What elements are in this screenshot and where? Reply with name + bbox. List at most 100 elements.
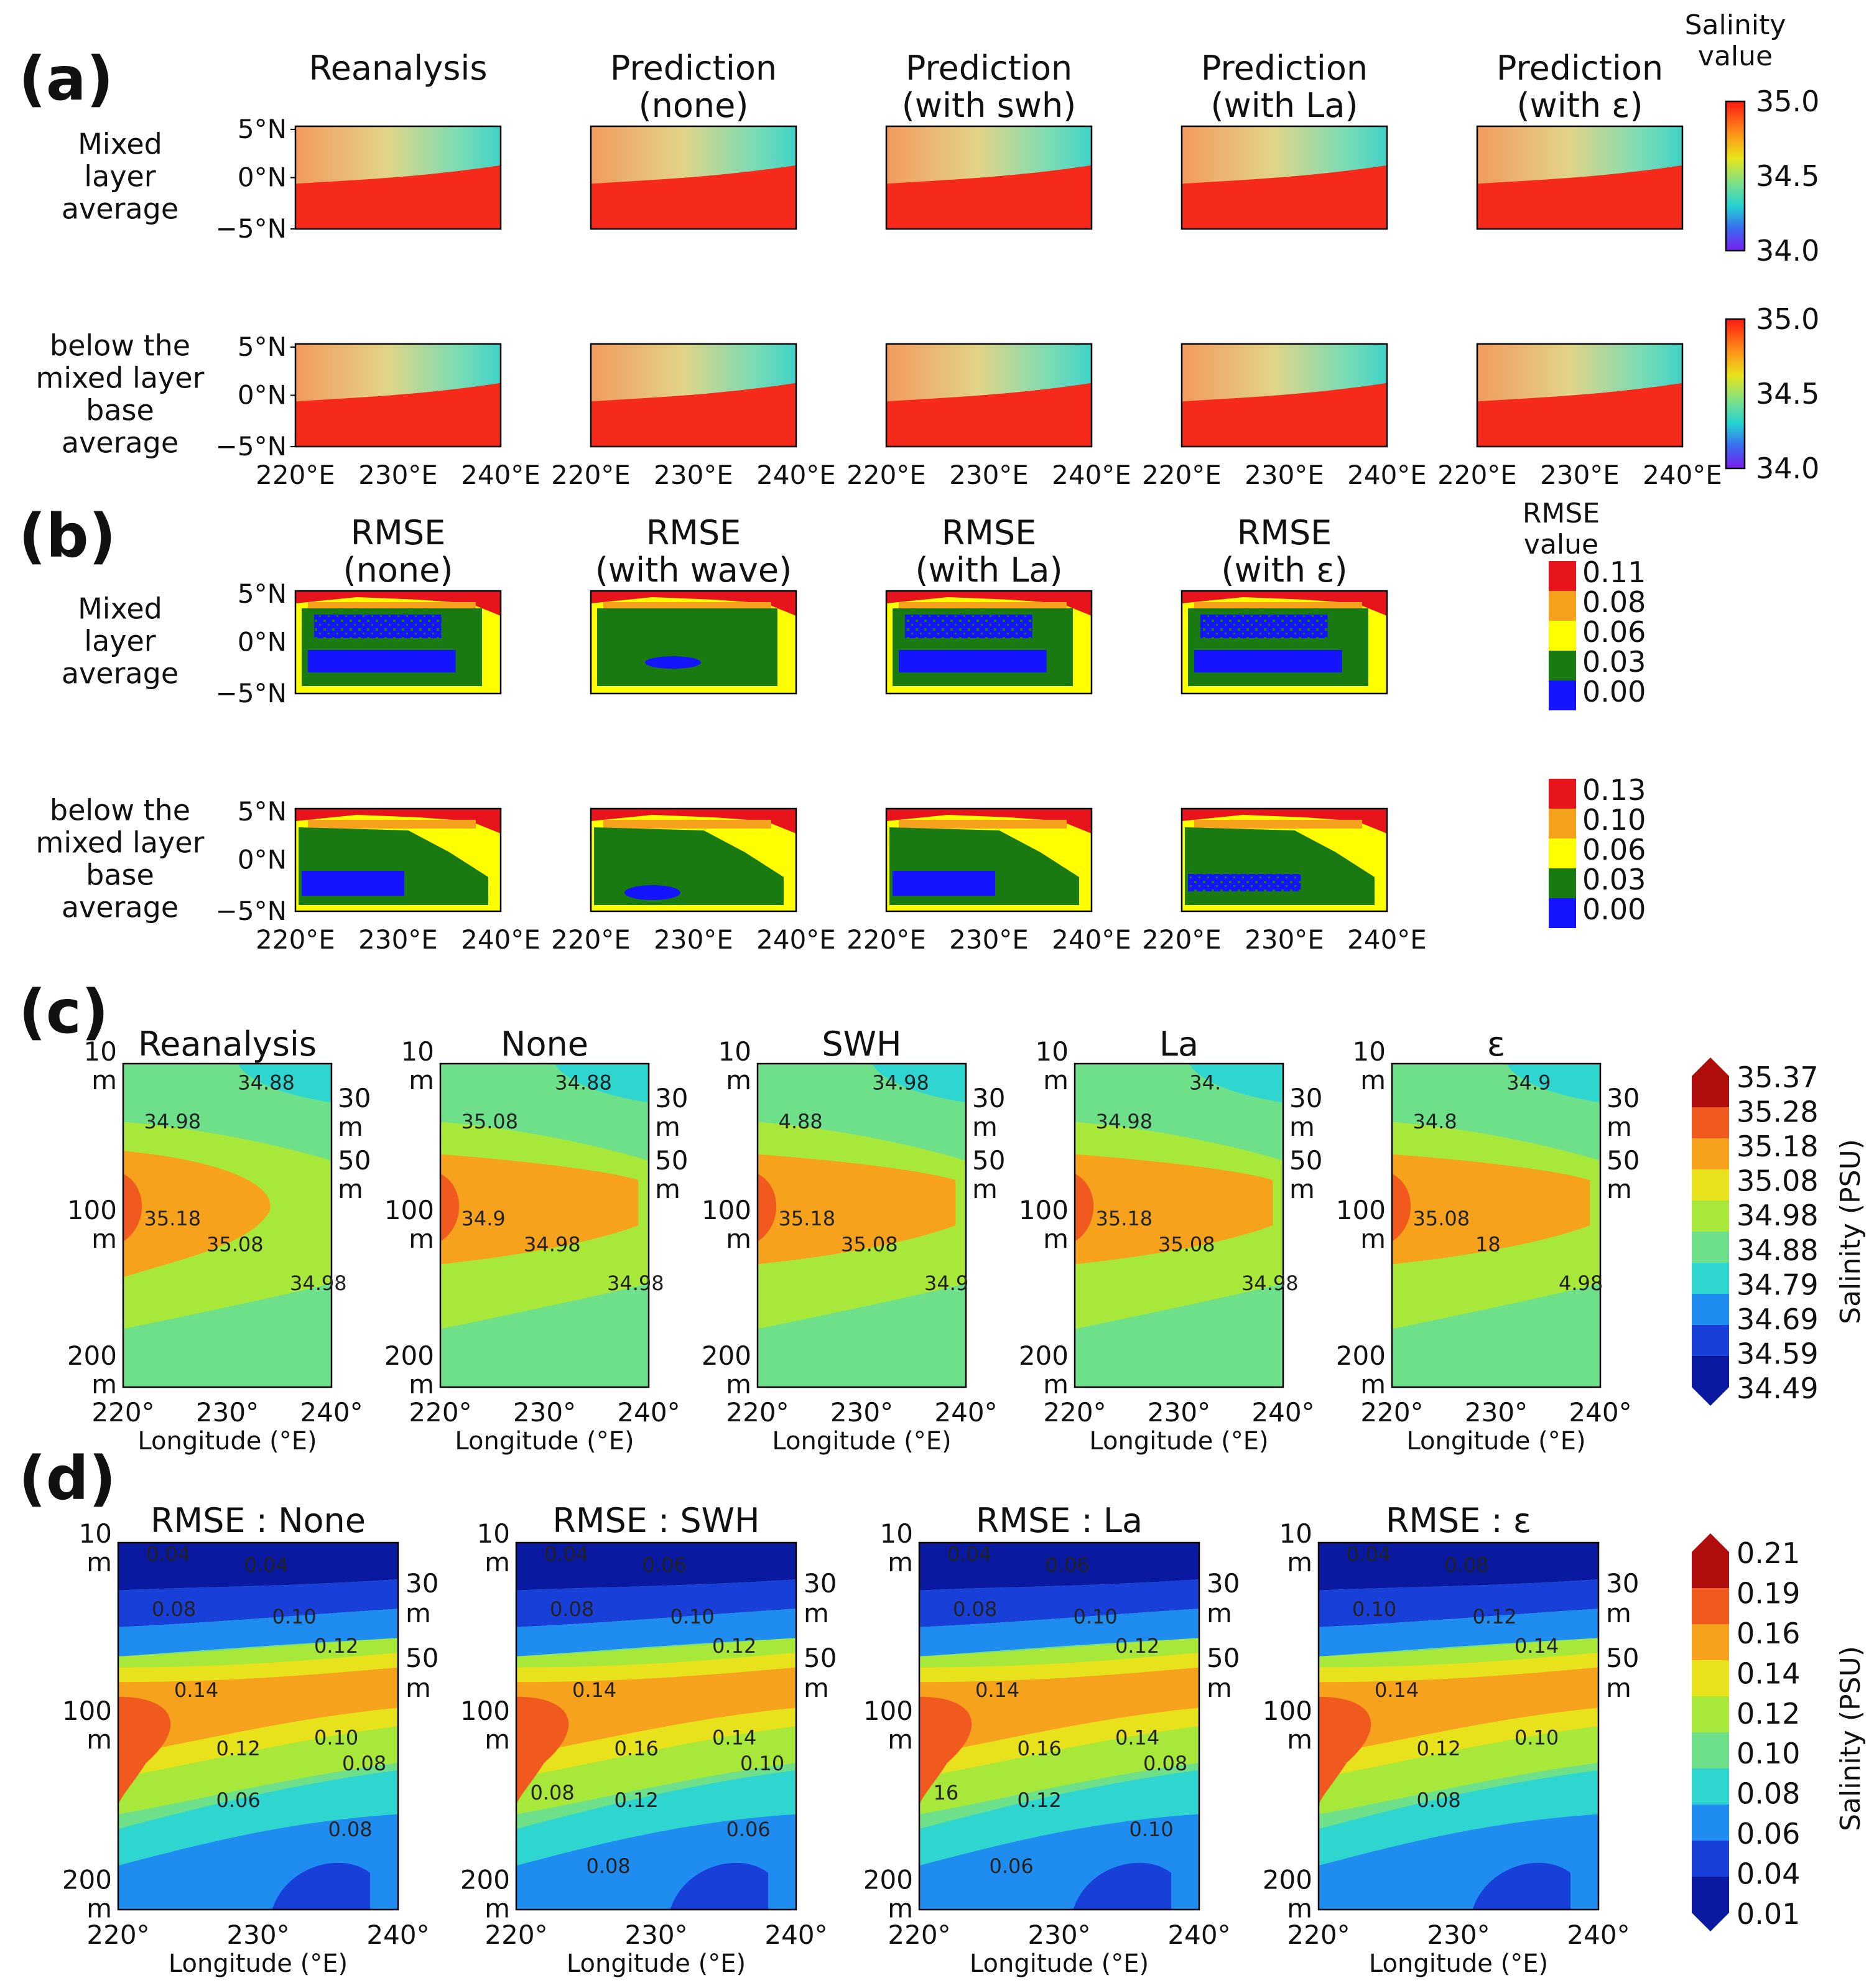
d-1-section — [515, 1541, 797, 1911]
b-xtick-0-2: 240°E — [461, 924, 540, 955]
d-0-band-9 — [272, 1862, 370, 1910]
d-1-band-6 — [516, 1696, 569, 1807]
c-cb-seg-1 — [1692, 1107, 1729, 1138]
c-ytr-0-0-1: m — [338, 1112, 363, 1142]
c-title-1: None — [501, 1024, 588, 1064]
c-cb-tick-5: 34.88 — [1737, 1233, 1819, 1267]
b-map-orange-1-1 — [603, 820, 771, 829]
d-cb-seg-5 — [1692, 1732, 1729, 1768]
d-ytl-2-0-0: 10 — [880, 1518, 913, 1549]
d-clabel-0-2: 0.08 — [152, 1597, 196, 1621]
c-ytl-2-0-0: 10 — [718, 1036, 751, 1067]
c-3-band-0 — [1189, 1064, 1283, 1103]
d-cb-tick-6: 0.08 — [1737, 1777, 1800, 1811]
d-ytl-0-1-1: m — [86, 1724, 112, 1755]
b-map-blue-lower-0-3 — [1194, 650, 1342, 672]
a-col-title-2-0: Prediction — [906, 49, 1072, 88]
b-map-blue-1-0 — [302, 871, 404, 896]
d-cb-seg-6 — [1692, 1768, 1729, 1805]
panel-label-c: (c) — [19, 977, 109, 1047]
c-clabel-4-1: 34.8 — [1413, 1110, 1457, 1133]
b-col-title-2-0: RMSE — [942, 513, 1037, 552]
d-clabel-0-3: 0.10 — [272, 1605, 317, 1628]
d-cb-tick-7: 0.06 — [1737, 1817, 1800, 1851]
b-cb-tick-0-2: 0.06 — [1582, 615, 1646, 649]
b-xtick-0-1: 230°E — [358, 924, 438, 955]
c-xlabel-3: Longitude (°E) — [1089, 1427, 1268, 1456]
panel-b-rmse-maps: RMSE(none)RMSE(with wave)RMSE(with La)RM… — [36, 498, 1646, 955]
d-clabel-3-2: 0.10 — [1352, 1597, 1396, 1621]
a-map-gradient-0-3 — [1182, 126, 1387, 184]
d-ytr-2-1-0: 50 — [1207, 1643, 1240, 1673]
c-cb-tick-1: 35.28 — [1737, 1095, 1819, 1129]
c-xtick-4-2: 240° — [1569, 1397, 1631, 1428]
d-2-band-2 — [919, 1609, 1199, 1656]
b-map-1-2: 220°E 230°E 240°E — [847, 807, 1131, 955]
c-clabel-0-3: 35.08 — [206, 1233, 264, 1256]
a-xtick-4-1: 230°E — [1540, 460, 1620, 490]
c-xtick-3-2: 240° — [1251, 1397, 1314, 1428]
b-map-frame-0-2 — [885, 590, 1093, 695]
a-row-label-0-0: Mixed — [78, 128, 162, 161]
c-clabel-0-4: 34.98 — [290, 1271, 347, 1295]
c-ytr-4-1-1: m — [1607, 1174, 1632, 1204]
a-ytick-0-1: 0°N — [238, 162, 287, 193]
c-title-0: Reanalysis — [138, 1024, 317, 1064]
d-cb-top-arrow — [1692, 1533, 1729, 1552]
d-clabel-1-3: 0.10 — [670, 1605, 715, 1628]
d-clabel-2-1: 0.06 — [1046, 1553, 1090, 1577]
a-xtick-4-2: 240°E — [1643, 460, 1722, 490]
c-xtick-2-2: 240° — [934, 1397, 997, 1428]
b-map-orange-1-2 — [899, 820, 1067, 829]
d-cb-tick-3: 0.14 — [1737, 1656, 1800, 1690]
a-col-title-1-1: (none) — [639, 86, 749, 125]
d-xtick-0-1: 230° — [226, 1920, 289, 1950]
d-3-band-6 — [1319, 1696, 1371, 1807]
d-ytr-1-0-0: 30 — [804, 1568, 837, 1599]
c-xtick-0-2: 240° — [300, 1397, 363, 1428]
c-title-4: ε — [1487, 1024, 1505, 1064]
c-2-band-0 — [872, 1064, 966, 1103]
a-cb-tick-1-1: 34.5 — [1756, 377, 1819, 411]
d-ytr-3-0-0: 30 — [1606, 1568, 1639, 1599]
d-xtick-3-2: 240° — [1567, 1920, 1630, 1950]
b-cb-tick-1-3: 0.03 — [1582, 863, 1646, 896]
b-cb-seg-1-0 — [1549, 779, 1576, 809]
b-row-label-0-2: average — [62, 657, 179, 690]
c-3-frame — [1074, 1062, 1284, 1388]
d-2-band-5 — [919, 1667, 1199, 1756]
c-cb-tick-3: 35.08 — [1737, 1164, 1819, 1198]
a-cb-tick-0-1: 34.5 — [1756, 159, 1819, 193]
b-map-orange-1-0 — [308, 820, 476, 829]
a-map-0-0: 5°N 0°N −5°N — [216, 114, 502, 244]
c-1-section — [439, 1062, 650, 1388]
d-0-band-1 — [118, 1579, 398, 1627]
c-2-section — [756, 1062, 967, 1388]
c-0-section — [122, 1062, 333, 1388]
c-clabel-2-2: 35.18 — [779, 1207, 836, 1230]
d-clabel-1-10: 0.06 — [726, 1818, 771, 1841]
b-map-orange-1-3 — [1194, 820, 1362, 829]
b-cb-seg-1-2 — [1549, 838, 1576, 868]
d-ytl-0-1-0: 100 — [62, 1696, 112, 1726]
c-ytr-1-0-1: m — [655, 1112, 680, 1142]
b-map-frame-1-0 — [294, 807, 502, 913]
b-map-red-1-3 — [1182, 809, 1387, 834]
c-ytl-4-2-1: m — [1360, 1369, 1386, 1400]
d-ytl-3-1-1: m — [1287, 1724, 1312, 1755]
b-map-1-3: 220°E 230°E 240°E — [1142, 807, 1427, 955]
d-ytl-0-2-0: 200 — [62, 1864, 112, 1895]
d-clabel-0-7: 0.10 — [314, 1726, 358, 1750]
a-colorbar-frame-0 — [1725, 100, 1746, 252]
c-clabel-2-1: 4.88 — [779, 1110, 823, 1133]
c-ytl-0-1-0: 100 — [67, 1195, 117, 1225]
c-2-frame — [756, 1062, 967, 1388]
c-cb-tick-0: 35.37 — [1737, 1061, 1819, 1094]
d-3-band-5 — [1319, 1667, 1598, 1756]
c-ytl-3-0-1: m — [1043, 1065, 1069, 1095]
d-clabel-3-6: 0.12 — [1417, 1737, 1461, 1760]
c-ytl-3-1-1: m — [1043, 1224, 1069, 1254]
c-cb-seg-7 — [1692, 1294, 1729, 1325]
d-ytr-3-0-1: m — [1606, 1598, 1631, 1628]
